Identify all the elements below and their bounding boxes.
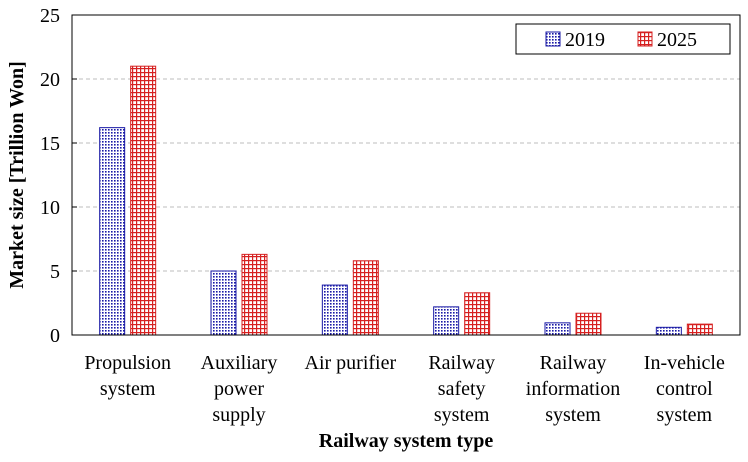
bar-2019-in-vehicle-control-system	[655, 326, 682, 336]
bars	[99, 65, 713, 336]
bar-2019-auxiliary-power-supply	[210, 270, 237, 336]
x-category-line: information	[526, 378, 620, 400]
x-category-line: Propulsion	[84, 352, 171, 374]
x-category-label: Auxiliary power supply	[201, 352, 278, 426]
gridlines	[72, 78, 740, 272]
bar-2019-railway-information-system	[544, 322, 571, 336]
x-category-line: In-vehicle	[644, 352, 725, 374]
bar-2025-auxiliary-power-supply	[241, 253, 268, 336]
x-category-label: Air purifier	[305, 352, 397, 374]
x-category-line: safety	[438, 378, 486, 400]
bar-2025-propulsion-system	[130, 65, 157, 336]
y-tick-label: 25	[40, 5, 60, 27]
x-category-line: supply	[212, 404, 265, 426]
y-tick-label: 20	[40, 69, 60, 91]
y-tick-label: 0	[50, 325, 60, 347]
bar-2025-air-purifier	[352, 260, 379, 336]
y-tick-label: 10	[40, 197, 60, 219]
x-axis-title: Railway system type	[319, 430, 494, 452]
bar-2025-railway-information-system	[575, 312, 602, 336]
x-category-line: power	[214, 378, 264, 400]
x-category-line: Auxiliary	[201, 352, 278, 374]
x-category-line: system	[100, 378, 156, 400]
bar-2025-railway-safety-system	[464, 292, 491, 336]
y-axis-title: Market size [Trillion Won]	[6, 61, 28, 289]
bar-2019-air-purifier	[321, 284, 348, 336]
legend-label-2019: 2019	[565, 29, 605, 51]
bar-2025-in-vehicle-control-system	[686, 323, 713, 336]
legend-label-2025: 2025	[657, 29, 697, 51]
x-category-line: Railway	[428, 352, 495, 374]
x-category-line: control	[656, 378, 713, 400]
legend-swatch-2019	[545, 31, 561, 47]
y-tick-label: 5	[50, 261, 60, 283]
x-category-line: Railway	[540, 352, 607, 374]
x-category-line: system	[657, 404, 713, 426]
x-category-line: system	[434, 404, 490, 426]
legend: 2019 2025	[515, 23, 731, 55]
x-category-line: Air purifier	[305, 352, 397, 374]
x-category-line: system	[545, 404, 601, 426]
x-axis-categories: Propulsion system Auxiliary power supply Air …	[84, 352, 725, 426]
y-tick-label: 15	[40, 133, 60, 155]
x-category-label: Railway safety system	[428, 352, 495, 426]
plot-area-frame	[71, 14, 741, 336]
bar-2019-railway-safety-system	[433, 306, 460, 336]
y-axis-ticks: 0 5 10 15 20 25	[40, 5, 77, 347]
x-category-label: Railway information system	[526, 352, 620, 426]
bar-2019-propulsion-system	[99, 127, 126, 336]
x-category-label: In-vehicle control system	[644, 352, 725, 426]
x-category-label: Propulsion system	[84, 352, 171, 400]
legend-swatch-2025	[637, 31, 653, 47]
